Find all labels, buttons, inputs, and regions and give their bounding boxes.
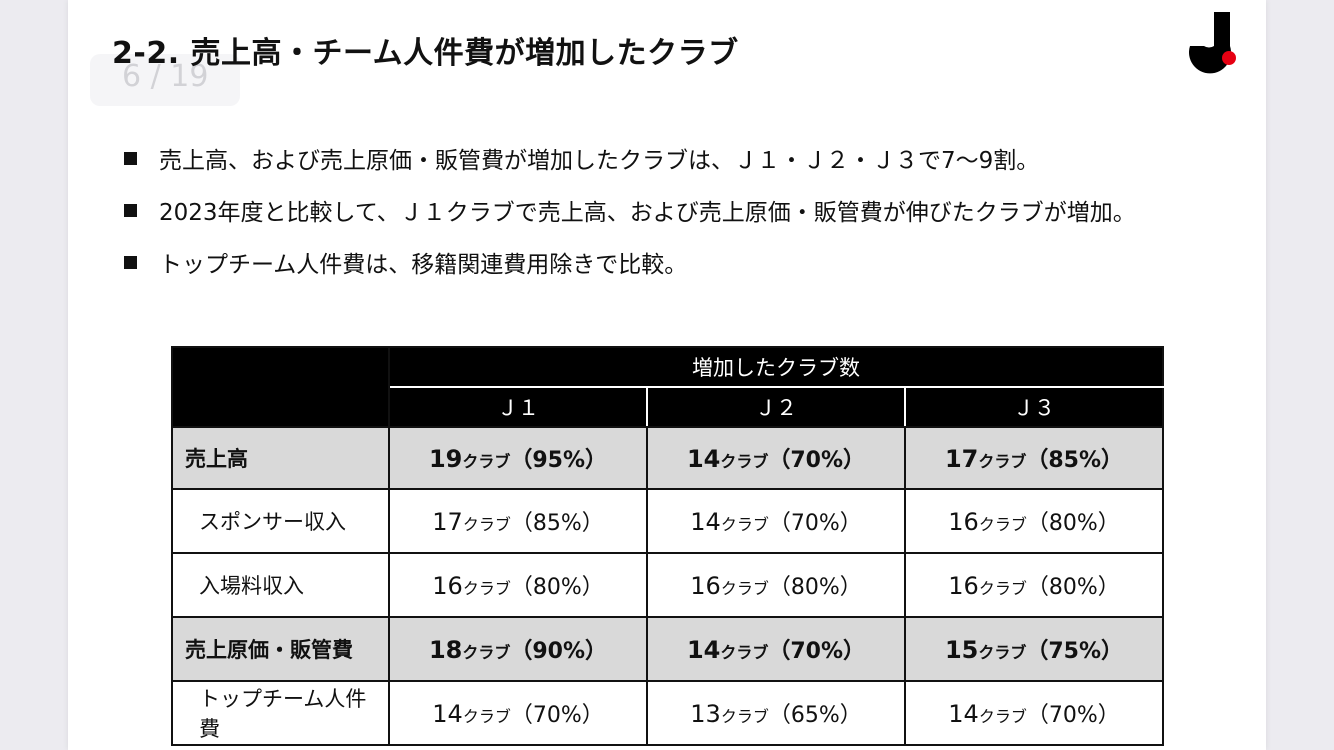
cell-num: 18 [428,636,463,664]
cell-unit: クラブ [978,515,1027,534]
cell-pct: （90%） [510,639,608,664]
table-row: 売上高 19クラブ（95%） 14クラブ（70%） 17クラブ（85%） [171,426,1165,490]
cell-pct: （80%） [1026,511,1120,536]
table-cell: 14クラブ（70%） [646,488,906,554]
cell-pct: （80%） [768,575,862,600]
cell-unit: クラブ [462,579,511,598]
cell-pct: （70%） [1026,703,1120,728]
row-label: 売上高 [171,426,390,490]
cell-num: 14 [432,700,463,728]
row-label: スポンサー収入 [171,488,390,554]
cell-num: 16 [948,508,979,536]
square-bullet-icon [124,203,137,217]
cell-pct: （70%） [768,511,862,536]
table-row: トップチーム人件費 14クラブ（70%） 13クラブ（65%） 14クラブ（70%） [171,680,1165,746]
table-row: 入場料収入 16クラブ（80%） 16クラブ（80%） 16クラブ（80%） [171,552,1165,618]
table-cell: 16クラブ（80%） [903,552,1165,618]
square-bullet-icon [124,255,137,269]
table-cell: 15クラブ（75%） [903,616,1165,682]
cell-unit: クラブ [978,452,1027,471]
row-label: 売上原価・販管費 [171,616,390,682]
j-league-logo-icon [1189,12,1236,74]
bullet-text: 2023年度と比較して、Ｊ１クラブで売上高、および売上原価・販管費が伸びたクラブ… [159,200,1136,226]
cell-pct: （80%） [1026,575,1120,600]
table-cell: 16クラブ（80%） [903,488,1165,554]
bullet-item: 2023年度と比較して、Ｊ１クラブで売上高、および売上原価・販管費が伸びたクラブ… [124,184,1136,236]
table-cell: 16クラブ（80%） [646,552,906,618]
cell-num: 14 [948,700,979,728]
table-corner-cell [171,346,390,428]
table-row: スポンサー収入 17クラブ（85%） 14クラブ（70%） 16クラブ（80%） [171,488,1165,554]
cell-pct: （70%） [768,639,866,664]
table-cell: 18クラブ（90%） [388,616,648,682]
cell-unit: クラブ [720,452,769,471]
column-header-j1: Ｊ１ [388,386,648,428]
bullet-text: トップチーム人件費は、移籍関連費用除きで比較。 [159,252,688,278]
group-header: 増加したクラブ数 [387,346,1165,388]
cell-num: 17 [944,445,979,473]
bullet-item: トップチーム人件費は、移籍関連費用除きで比較。 [124,236,1136,288]
cell-num: 15 [944,636,979,664]
cell-unit: クラブ [720,707,769,726]
cell-num: 16 [432,572,463,600]
bullet-list: 売上高、および売上原価・販管費が増加したクラブは、Ｊ１・Ｊ２・Ｊ３で7～9割。 … [124,132,1136,288]
cell-num: 19 [428,445,463,473]
table-cell: 13クラブ（65%） [646,680,906,746]
cell-unit: クラブ [978,707,1027,726]
cell-num: 16 [690,572,721,600]
cell-pct: （70%） [768,448,866,473]
cell-num: 16 [948,572,979,600]
row-label: トップチーム人件費 [171,680,390,746]
cell-unit: クラブ [462,643,511,662]
cell-pct: （85%） [1026,448,1124,473]
cell-num: 13 [690,700,721,728]
cell-pct: （95%） [510,448,608,473]
table-cell: 14クラブ（70%） [388,680,648,746]
table-cell: 19クラブ（95%） [388,426,648,490]
table-cell: 17クラブ（85%） [388,488,648,554]
cell-unit: クラブ [720,515,769,534]
cell-num: 14 [686,445,721,473]
club-increase-table: 増加したクラブ数 Ｊ１ Ｊ２ Ｊ３ 売上高 19クラブ（95%） 14クラブ（70%… [171,346,1165,746]
row-label: 入場料収入 [171,552,390,618]
table-cell: 14クラブ（70%） [646,426,906,490]
cell-num: 17 [432,508,463,536]
bullet-text: 売上高、および売上原価・販管費が増加したクラブは、Ｊ１・Ｊ２・Ｊ３で7～9割。 [159,148,1040,174]
column-header-j3: Ｊ３ [903,386,1165,428]
table-body: 売上高 19クラブ（95%） 14クラブ（70%） 17クラブ（85%） スポンサー収入… [171,426,1165,746]
cell-unit: クラブ [462,515,511,534]
bullet-item: 売上高、および売上原価・販管費が増加したクラブは、Ｊ１・Ｊ２・Ｊ３で7～9割。 [124,132,1136,184]
cell-unit: クラブ [720,579,769,598]
cell-num: 14 [686,636,721,664]
cell-unit: クラブ [978,643,1027,662]
table-row: 売上原価・販管費 18クラブ（90%） 14クラブ（70%） 15クラブ（75%） [171,616,1165,682]
cell-unit: クラブ [978,579,1027,598]
cell-pct: （80%） [510,575,604,600]
cell-unit: クラブ [720,643,769,662]
table-cell: 17クラブ（85%） [903,426,1165,490]
cell-pct: （65%） [768,703,862,728]
table-cell: 14クラブ（70%） [646,616,906,682]
page-indicator: 6 / 19 [90,54,240,106]
column-header-j2: Ｊ２ [646,386,906,428]
cell-unit: クラブ [462,452,511,471]
cell-pct: （85%） [510,511,604,536]
cell-pct: （75%） [1026,639,1124,664]
slide-title: 2-2. 売上高・チーム人件費が増加したクラブ [112,36,739,71]
cell-pct: （70%） [510,703,604,728]
cell-num: 14 [690,508,721,536]
table-cell: 16クラブ（80%） [388,552,648,618]
table-cell: 14クラブ（70%） [903,680,1165,746]
square-bullet-icon [124,151,137,165]
cell-unit: クラブ [462,707,511,726]
slide: 6 / 19 2-2. 売上高・チーム人件費が増加したクラブ 売上高、および売上… [68,0,1266,750]
